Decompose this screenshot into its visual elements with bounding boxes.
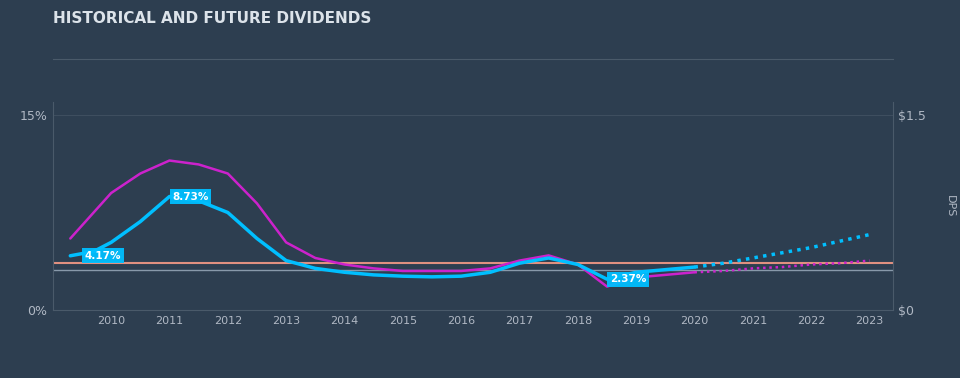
- Text: HISTORICAL AND FUTURE DIVIDENDS: HISTORICAL AND FUTURE DIVIDENDS: [53, 11, 372, 26]
- Text: 2.37%: 2.37%: [610, 274, 646, 284]
- Y-axis label: DPS: DPS: [945, 195, 955, 217]
- Text: 8.73%: 8.73%: [173, 192, 208, 201]
- Text: 4.17%: 4.17%: [84, 251, 121, 261]
